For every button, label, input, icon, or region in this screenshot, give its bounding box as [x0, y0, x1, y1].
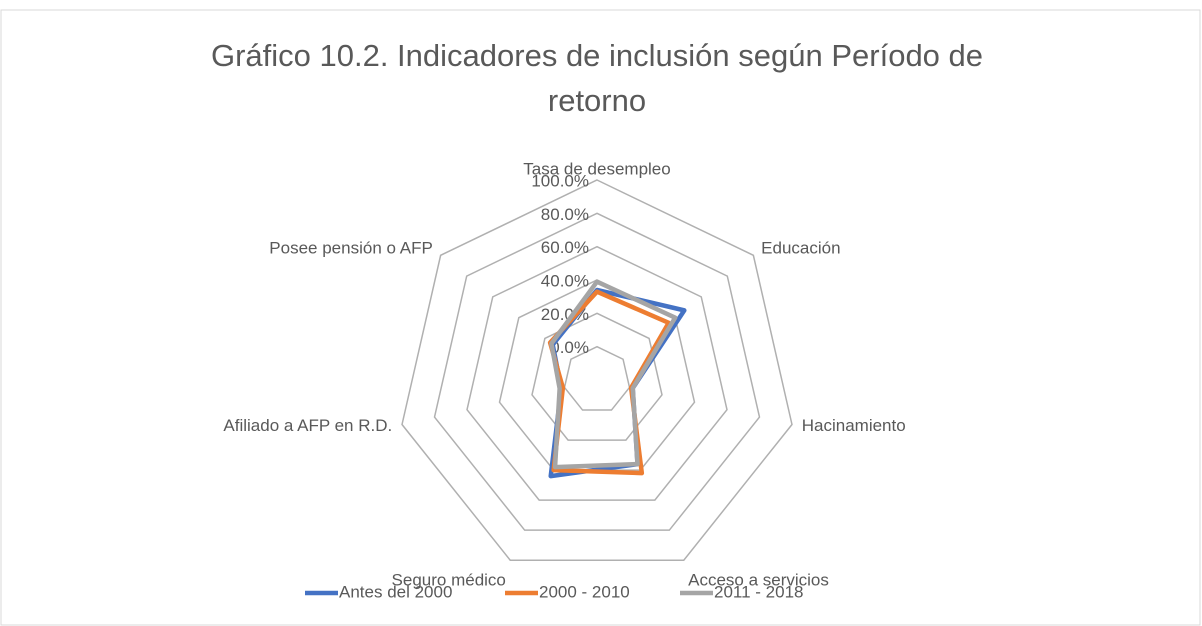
chart-title: Gráfico 10.2. Indicadores de inclusión s… — [211, 38, 983, 118]
r-tick-label: 100.0% — [531, 171, 589, 190]
r-tick-label: 80.0% — [541, 205, 589, 224]
grid-ring — [433, 212, 761, 531]
category-label: Seguro médico — [392, 571, 506, 590]
r-tick-label: 40.0% — [541, 271, 589, 290]
grid-ring — [563, 345, 631, 411]
category-label: Posee pensión o AFP — [269, 239, 433, 258]
category-label: Educación — [761, 239, 840, 258]
legend-label: 2000 - 2010 — [539, 582, 630, 601]
category-label: Acceso a servicios — [688, 571, 829, 590]
legend-label: Antes del 2000 — [339, 582, 452, 601]
r-tick-label: 60.0% — [541, 238, 589, 257]
category-label: Tasa de desempleo — [523, 159, 670, 178]
grid-ring — [466, 245, 728, 501]
r-tick-label: 0.0% — [550, 338, 589, 357]
category-label: Hacinamiento — [802, 416, 906, 435]
series-line — [549, 279, 678, 470]
category-label: Afiliado a AFP en R.D. — [223, 416, 392, 435]
chart-border — [0, 9, 1201, 626]
legend-label: 2011 - 2018 — [714, 582, 803, 601]
grid-ring — [531, 312, 663, 441]
grid-ring — [401, 179, 793, 561]
